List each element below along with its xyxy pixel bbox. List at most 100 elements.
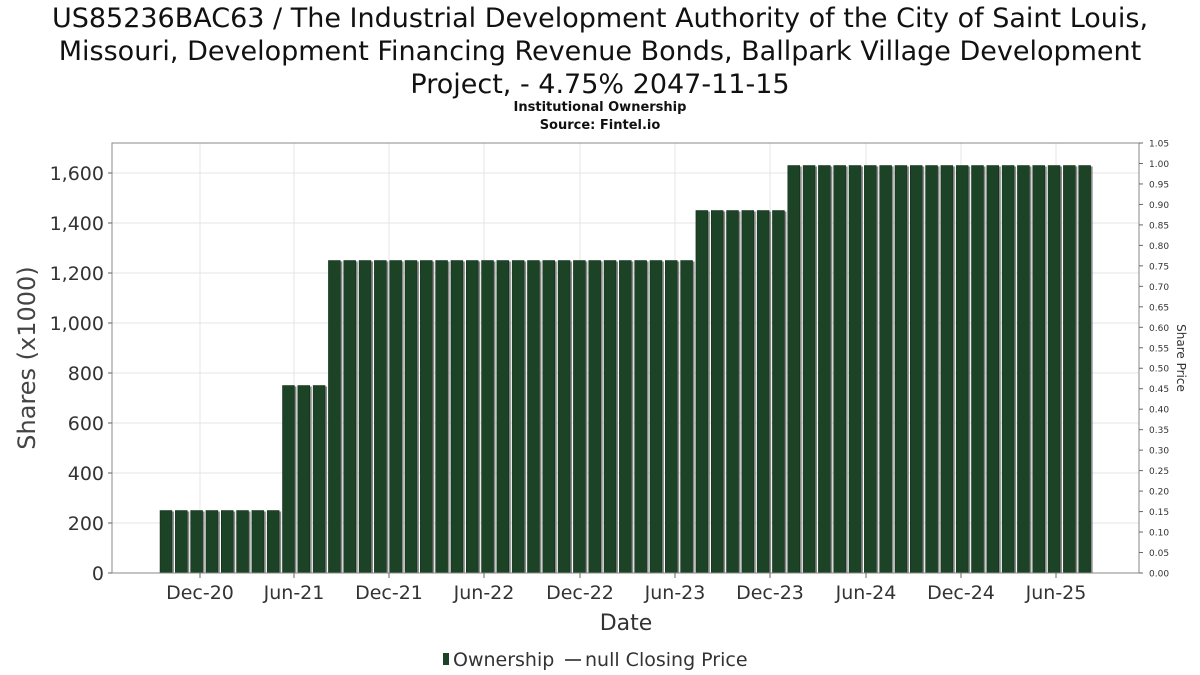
y2-tick-label: 0.95: [1149, 180, 1169, 190]
bar: [879, 165, 892, 574]
bar: [328, 260, 341, 574]
y2-tick-label: 0.85: [1149, 221, 1169, 231]
bar: [266, 510, 280, 574]
bar: [374, 260, 387, 574]
y2-tick-label: 0.80: [1149, 242, 1169, 252]
x-tick-label: Dec-20: [166, 582, 234, 604]
y2-tick-label: 1.05: [1149, 140, 1169, 150]
y-tick-label: 600: [68, 413, 104, 435]
y2-tick-label: 0.40: [1149, 406, 1169, 416]
bar: [511, 260, 525, 574]
bar: [1017, 165, 1030, 574]
bar: [603, 260, 617, 574]
bar: [940, 165, 954, 574]
bar: [864, 165, 877, 574]
bar: [649, 260, 663, 574]
y2-tick-label: 0.90: [1149, 201, 1169, 211]
legend-swatch-ownership: [443, 653, 449, 665]
bar: [1047, 165, 1061, 574]
legend-label-closing-price: null Closing Price: [585, 649, 748, 671]
y-tick-label: 1,600: [50, 163, 104, 185]
y2-tick-label: 0.45: [1149, 385, 1169, 395]
y2-tick-label: 0.35: [1149, 426, 1169, 436]
bar: [343, 260, 356, 574]
y-tick-label: 1,400: [50, 213, 104, 235]
bar: [710, 210, 724, 574]
y2-tick-label: 0.75: [1149, 262, 1169, 272]
bar: [986, 165, 1000, 574]
x-tick-label: Jun-23: [644, 582, 706, 604]
y2-tick-label: 0.30: [1149, 447, 1169, 457]
bar: [220, 510, 234, 574]
y-axis-label: Shares (x1000): [13, 266, 41, 449]
bar: [527, 260, 540, 574]
bar: [190, 510, 203, 574]
chart-source: Source: Fintel.io: [539, 118, 661, 133]
x-tick-label: Jun-24: [835, 582, 897, 604]
legend-label-ownership: Ownership: [453, 649, 554, 671]
y2-tick-label: 0.55: [1149, 344, 1169, 354]
y2-tick-label: 0.60: [1149, 324, 1169, 334]
bar: [910, 165, 923, 574]
bar: [680, 260, 693, 574]
bar: [971, 165, 984, 574]
bar: [450, 260, 464, 574]
bar: [358, 260, 372, 574]
bar: [542, 260, 555, 574]
bar: [665, 260, 678, 574]
y2-tick-label: 0.00: [1149, 570, 1169, 580]
bar: [1063, 165, 1076, 574]
bar: [787, 165, 800, 574]
bar: [1032, 165, 1045, 574]
y2-axis-label: Share Price: [1174, 324, 1188, 392]
x-tick-label: Dec-23: [736, 582, 804, 604]
bar: [695, 210, 709, 574]
bar: [833, 165, 846, 574]
bar: [573, 260, 586, 574]
bar: [159, 510, 173, 574]
bar: [282, 385, 295, 574]
bar: [481, 260, 494, 574]
bar: [588, 260, 601, 574]
y2-tick-label: 0.20: [1149, 488, 1169, 498]
bar: [435, 260, 448, 574]
x-tick-label: Jun-21: [263, 582, 325, 604]
chart-title-line: US85236BAC63 / The Industrial Developmen…: [51, 3, 1149, 34]
y2-tick-label: 0.10: [1149, 529, 1169, 539]
chart-title: US85236BAC63 / The Industrial Developmen…: [0, 2, 1200, 101]
bar: [389, 260, 402, 574]
chart-title-line: Missouri, Development Financing Revenue …: [58, 36, 1142, 67]
bar: [205, 510, 219, 574]
bar: [894, 165, 908, 574]
bar: [557, 260, 571, 574]
y2-tick-label: 0.15: [1149, 508, 1169, 518]
bar: [312, 385, 326, 574]
x-tick-label: Dec-24: [927, 582, 995, 604]
bar: [1078, 165, 1091, 574]
bar: [802, 165, 816, 574]
x-tick-label: Dec-21: [355, 582, 423, 604]
bar: [465, 260, 479, 574]
bar: [236, 510, 249, 574]
x-axis-label: Date: [600, 611, 653, 636]
y2-tick-label: 0.25: [1149, 467, 1169, 477]
y-tick-label: 200: [68, 513, 104, 535]
bar: [619, 260, 632, 574]
chart-subtitle: Institutional Ownership: [513, 100, 687, 115]
y-tick-label: 0: [92, 563, 104, 585]
chart-title-line: Project, - 4.75% 2047-11-15: [410, 69, 790, 100]
y-tick-label: 1,000: [50, 313, 104, 335]
plot-border: [111, 142, 1140, 574]
bar: [925, 165, 938, 574]
bar: [756, 210, 770, 574]
y2-tick-label: 0.65: [1149, 303, 1169, 313]
bar: [496, 260, 510, 574]
bar: [420, 260, 433, 574]
bar: [1001, 165, 1015, 574]
bar: [818, 165, 831, 574]
bar: [726, 210, 739, 574]
bar: [634, 260, 647, 574]
bar: [955, 165, 969, 574]
y-tick-label: 800: [68, 363, 104, 385]
